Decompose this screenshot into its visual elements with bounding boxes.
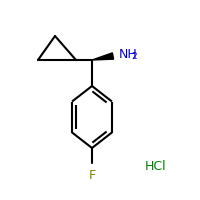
- Text: NH: NH: [119, 48, 138, 62]
- Text: F: F: [88, 169, 96, 182]
- Text: 2: 2: [131, 52, 137, 61]
- Polygon shape: [92, 53, 114, 60]
- Text: HCl: HCl: [145, 160, 167, 172]
